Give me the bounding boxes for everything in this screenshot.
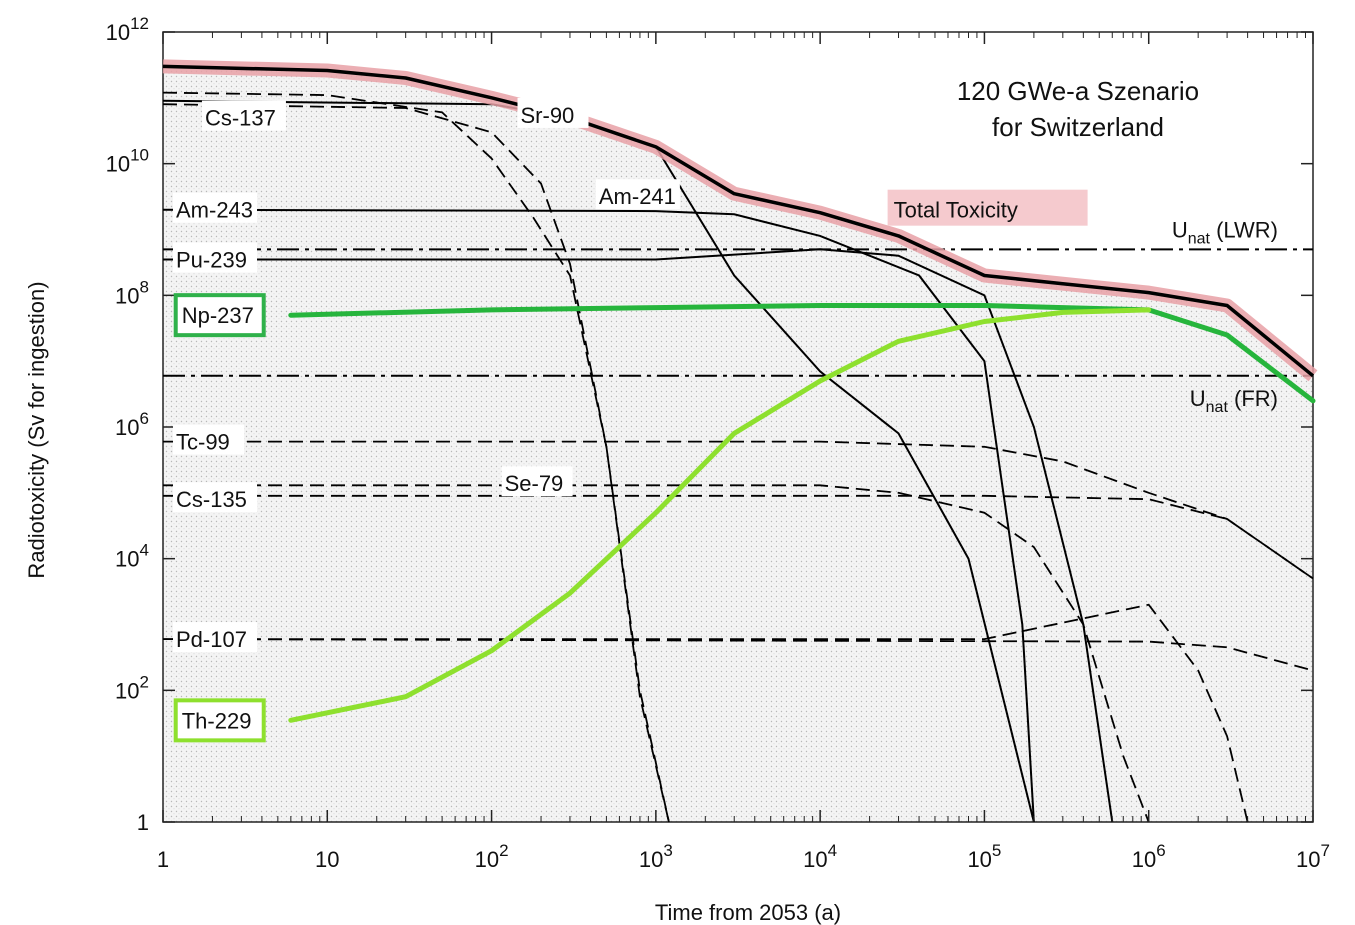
y-tick-label: 104 [115, 541, 149, 572]
series-ra-th-decay [163, 603, 1249, 823]
x-tick-label: 10 [315, 847, 339, 872]
x-tick-label: 102 [475, 841, 509, 872]
label-pd-107: Pd-107 [176, 627, 247, 652]
label-cs-137: Cs-137 [205, 106, 276, 131]
label-cs-135-bg [173, 482, 258, 513]
series-pu-239 [163, 248, 1114, 823]
shaded-region [163, 66, 1313, 822]
reference-lines: Unat (LWR) Unat (FR) [163, 217, 1313, 416]
x-tick-label: 104 [803, 841, 837, 872]
x-tick-label: 107 [1296, 841, 1330, 872]
label-pu-239-bg [173, 242, 258, 273]
shaded-area [163, 66, 1313, 822]
y-tick-label: 1010 [106, 146, 149, 177]
label-se-79-bg [501, 466, 573, 497]
label-tc-99: Tc-99 [176, 430, 230, 455]
label-cs-137-bg [201, 100, 286, 131]
y-tick-label: 1 [137, 810, 149, 835]
series-th-229 [288, 307, 1152, 723]
label-th-229: Th-229 [182, 708, 252, 733]
reference-line-label: Unat (FR) [1190, 386, 1278, 416]
label-pd-107-bg [173, 622, 258, 653]
y-tick-label: 106 [115, 409, 149, 440]
label-np-237: Np-237 [182, 303, 254, 328]
x-tick-label: 105 [967, 841, 1001, 872]
x-axis-title: Time from 2053 (a) [655, 900, 841, 925]
title-line: for Switzerland [992, 112, 1164, 142]
series-tc-99 [163, 440, 1314, 580]
label-tc-99-bg [173, 424, 245, 455]
series-cs-135 [163, 494, 1314, 580]
label-am-243: Am-243 [176, 198, 253, 223]
series-sr-90 [162, 91, 670, 823]
x-tick-label: 103 [639, 841, 673, 872]
label-am-243-bg [173, 192, 258, 223]
y-tick-label: 1012 [106, 14, 149, 45]
series-labels: Cs-137 Sr-90 Am-241 Am-243 Pu-239 Np-237 Tc-99… [173, 97, 1088, 743]
series-total-toxicity [162, 64, 1315, 378]
title-line: 120 GWe-a Szenario [957, 76, 1199, 106]
series-pd-107 [162, 638, 1314, 672]
series-np-237 [288, 303, 1316, 404]
label-pu-239: Pu-239 [176, 248, 247, 273]
reference-line-label: Unat (LWR) [1172, 217, 1278, 247]
axis-ticks: 1 10 102 103 104 105 106 107 1 102 104 106 108 1010 10… [106, 14, 1330, 872]
label-sr-90: Sr-90 [521, 103, 575, 128]
label-se-79: Se-79 [505, 471, 564, 496]
chart-title: 120 GWe-a Szenario for Switzerland [957, 76, 1199, 142]
series-lines [162, 59, 1318, 823]
series-cs-137 [162, 103, 670, 823]
label-total-toxicity: Total Toxicity [894, 198, 1018, 223]
y-tick-label: 108 [115, 277, 149, 308]
x-tick-label: 1 [157, 847, 169, 872]
label-th-229-box [173, 698, 266, 743]
y-axis-title: Radiotoxicity (Sv for ingestion) [24, 281, 49, 578]
label-am-241: Am-241 [599, 184, 676, 209]
label-am-241-bg [595, 179, 680, 210]
label-total-toxicity-highlight [887, 189, 1088, 226]
series-am-243 [162, 208, 1035, 823]
label-np-237-box [173, 293, 266, 338]
x-tick-label: 106 [1132, 841, 1166, 872]
label-cs-135: Cs-135 [176, 487, 247, 512]
label-sr-90-bg [517, 97, 589, 128]
y-tick-label: 102 [115, 672, 149, 703]
